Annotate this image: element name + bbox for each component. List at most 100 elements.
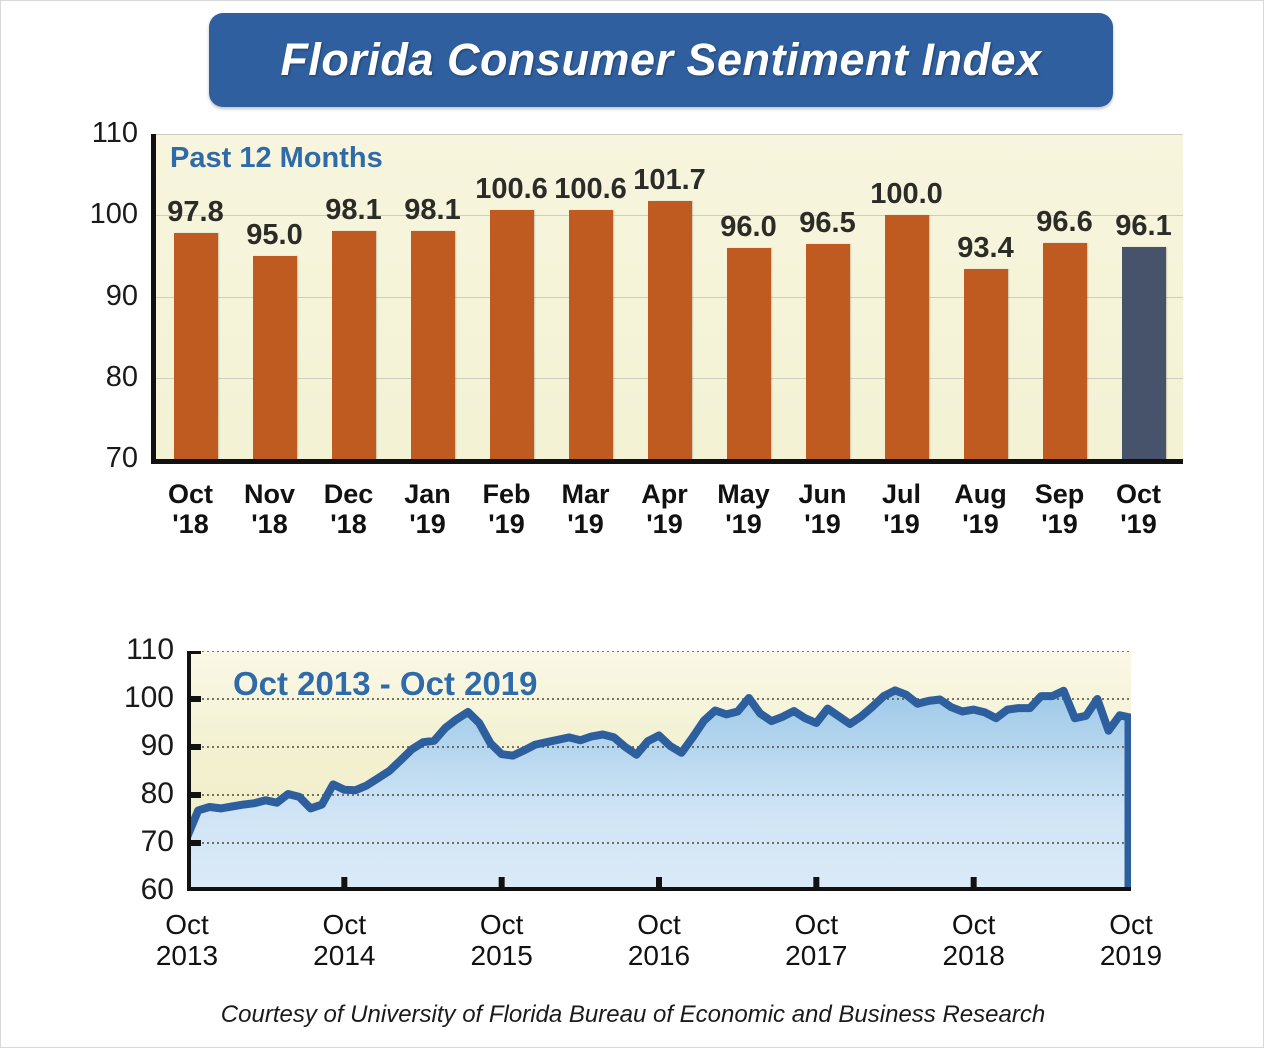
bar-chart-x-tick: May '19 [704,479,783,539]
bar-chart-x-tick: Sep '19 [1020,479,1099,539]
page-title: Florida Consumer Sentiment Index [280,34,1042,85]
area-chart-x-tick-year: 2014 [313,940,376,972]
bar-slot: 98.1 [314,134,393,459]
area-chart-caption: Oct 2013 - Oct 2019 [233,665,538,702]
bar-chart-x-tick-month: May [717,479,770,509]
area-chart-x-tick-year: 2018 [942,940,1005,972]
area-chart-x-tick-year: 2016 [627,940,691,972]
area-chart-x-tick-year: 2017 [785,940,848,972]
bar[interactable]: 100.6 [554,173,627,459]
bar[interactable]: 98.1 [325,194,382,459]
bar-value-label: 100.0 [870,178,943,211]
bar-value-label: 96.0 [720,210,777,243]
area-chart-x-tick: Oct 2018 [894,909,1054,972]
bar-chart-x-tick: Mar '19 [546,479,625,539]
area-chart-y-tick: 110 [126,633,174,666]
bar-value-label: 96.5 [799,206,856,239]
bar-chart-x-tick: Feb '19 [467,479,546,539]
bar-chart-x-tick-month: Oct [1115,479,1161,509]
bar-chart-x-tick: Jan '19 [388,479,467,539]
bar-value-label: 97.8 [167,196,224,229]
bar-chart-x-tick-year: '19 [962,509,999,540]
area-chart-y-tick: 70 [140,825,174,858]
bar-chart-bars: 97.8 95.0 98.1 98.1 100.6 100.6 101.7 96.0 96.5 1… [156,134,1183,459]
bar[interactable]: 97.8 [167,196,224,459]
area-chart-svg [187,651,1131,891]
bar-chart-y-tick: 90 [105,279,138,312]
bar[interactable]: 100.6 [475,173,548,459]
bar-chart-x-tick-year: '19 [646,509,683,540]
area-chart-x-tick-year: 2013 [155,940,219,972]
bar[interactable]: 95.0 [246,219,303,459]
area-chart-x-tick-year: 2019 [1099,940,1163,972]
bar[interactable]: 101.7 [633,164,706,459]
bar-slot: 93.4 [946,134,1025,459]
bar-value-label: 100.6 [475,173,548,206]
area-chart-x-tick-month: Oct [165,909,209,940]
bar-chart-y-tick: 70 [105,442,138,474]
bar-chart-x-tick-month: Jul [881,479,921,509]
bar[interactable]: 96.5 [799,207,856,459]
bar-slot: 96.5 [788,134,867,459]
area-chart-x-tick-month: Oct [637,909,681,940]
area-chart-x-tick-month: Oct [951,909,996,940]
bar-slot: 98.1 [393,134,472,459]
area-chart-fill [187,690,1131,891]
area-chart-y-tick: 60 [140,873,174,906]
bar-chart-x-tick-year: '19 [804,509,841,540]
bar-chart-x-tick-year: '19 [883,509,920,540]
bar-value-label: 93.4 [957,231,1014,264]
bar-value-label: 100.6 [554,173,627,206]
bar-slot: 101.7 [630,134,709,459]
area-chart-x-tick: Oct 2014 [264,909,424,972]
bar-current-month[interactable]: 96.1 [1115,210,1172,459]
bar-chart-x-tick-month: Jan [404,479,451,509]
bar[interactable]: 96.6 [1036,206,1093,459]
area-chart-x-tick-year: 2015 [470,940,533,972]
bar[interactable]: 98.1 [404,194,461,459]
bar-chart-x-tick-year: '18 [330,509,367,540]
bar-chart: 110 100 90 80 70 Past 12 Months 97.8 95.0 98.1… [1,1,1263,581]
bar-chart-x-tick: Jul '19 [862,479,941,539]
bar-chart-x-tick-month: Oct [167,479,213,509]
bar[interactable]: 96.0 [720,211,777,459]
bar-chart-x-tick-month: Dec [323,479,374,509]
area-chart-x-tick: Oct 2016 [579,909,739,972]
bar-chart-x-tick-year: '19 [409,509,446,540]
bar-chart-x-tick: Nov '18 [230,479,309,539]
bar-chart-x-tick: Jun '19 [783,479,862,539]
area-chart-x-tick: Oct 2017 [736,909,896,972]
bar-value-label: 98.1 [404,193,461,226]
bar-chart-x-tick-year: '19 [725,509,762,540]
bar-chart-x-tick: Dec '18 [309,479,388,539]
bar-value-label: 98.1 [325,193,382,226]
bar-chart-y-tick: 100 [89,198,138,231]
bar-slot: 96.1 [1104,134,1183,459]
footer-credit: Courtesy of University of Florida Bureau… [220,1001,1046,1028]
area-chart-y-tick: 90 [140,729,174,762]
area-chart-x-tick: Oct 2019 [1051,909,1211,972]
area-chart-series-line [187,686,1131,842]
bar[interactable]: 100.0 [870,178,943,459]
bar-chart-x-tick: Aug '19 [941,479,1020,539]
area-chart-plot-area: Oct 2013 - Oct 2019 [187,651,1131,891]
bar-value-label: 96.1 [1115,209,1172,242]
bar-chart-x-tick-month: Aug [954,479,1007,509]
area-chart-y-tick: 100 [123,681,174,714]
bar-chart-x-tick-month: Feb [482,479,531,509]
bar-slot: 100.6 [472,134,551,459]
area-chart-x-tick-month: Oct [322,909,367,940]
bar-value-label: 96.6 [1036,205,1093,238]
title-banner: Florida Consumer Sentiment Index [209,13,1113,107]
bar[interactable]: 93.4 [957,232,1014,459]
bar-slot: 97.8 [156,134,235,459]
bar-chart-caption: Past 12 Months [170,142,383,174]
area-chart-x-tick-month: Oct [794,909,839,940]
bar-chart-x-tick: Oct '19 [1099,479,1178,539]
bar-slot: 100.6 [551,134,630,459]
area-chart-x-tick-month: Oct [479,909,524,940]
bar-chart-y-tick: 110 [91,117,138,149]
bar-chart-x-tick-month: Jun [798,479,847,509]
